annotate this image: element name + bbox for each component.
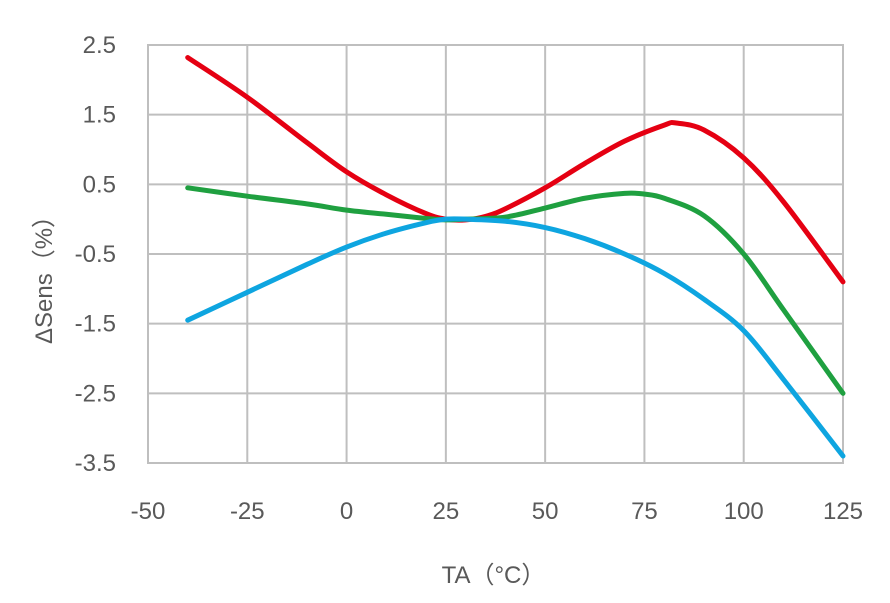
x-tick-label: 75: [631, 498, 658, 525]
x-tick-label: 100: [724, 498, 764, 525]
x-axis-ticks: -50 -25 0 25 50 75 100 125: [131, 498, 863, 525]
x-axis-title: TA（°C）: [442, 562, 546, 589]
grid: [147, 44, 844, 464]
series-layer: [185, 55, 846, 459]
y-axis-ticks: 2.5 1.5 0.5 -0.5 -1.5 -2.5 -3.5: [75, 32, 116, 477]
y-tick-label: -2.5: [75, 380, 116, 407]
x-tick-label: 0: [340, 498, 353, 525]
y-tick-label: -0.5: [75, 241, 116, 268]
y-tick-label: -1.5: [75, 311, 116, 338]
y-tick-label: 1.5: [83, 102, 116, 129]
x-tick-label: -50: [131, 498, 166, 525]
y-tick-label: 2.5: [83, 32, 116, 59]
x-tick-label: 50: [532, 498, 559, 525]
x-tick-label: -25: [230, 498, 265, 525]
series-line-red: [185, 55, 846, 285]
y-tick-label: 0.5: [83, 171, 116, 198]
x-tick-label: 25: [433, 498, 460, 525]
series-line-green: [185, 185, 846, 396]
series-line-blue: [185, 216, 846, 459]
y-axis-title: ΔSens（%）: [31, 204, 58, 344]
x-tick-label: 125: [823, 498, 863, 525]
plot-area-frame: [147, 44, 844, 464]
y-tick-label: -3.5: [75, 450, 116, 477]
